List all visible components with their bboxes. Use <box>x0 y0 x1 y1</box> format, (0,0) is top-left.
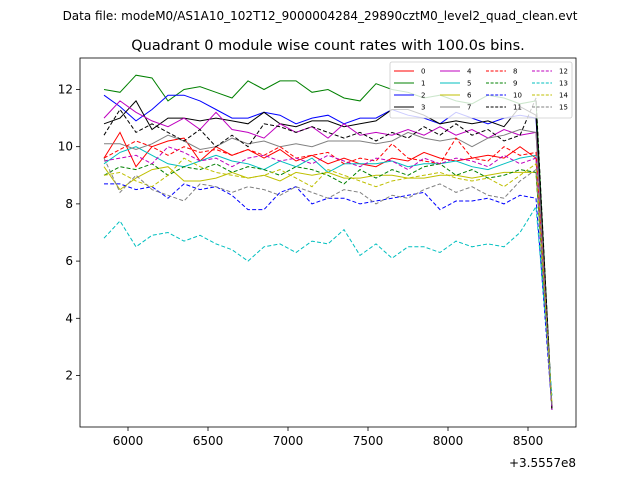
legend-label-4: 4 <box>467 68 472 76</box>
legend-label-13: 13 <box>559 80 568 88</box>
plot-area <box>80 58 576 427</box>
legend-label-9: 9 <box>513 80 517 88</box>
series-line-8 <box>103 137 553 410</box>
legend-label-0: 0 <box>421 68 425 76</box>
series-line-4 <box>103 100 553 410</box>
legend-label-15: 15 <box>559 104 568 112</box>
series-layer <box>103 74 553 410</box>
legend-label-11: 11 <box>513 104 522 112</box>
y-tick-label: 8 <box>65 197 73 211</box>
y-tick-label: 12 <box>58 82 73 96</box>
x-tick-label: 8000 <box>433 434 464 448</box>
series-line-6 <box>103 166 553 408</box>
legend-label-5: 5 <box>467 80 471 88</box>
data-file-suptitle: Data file: modeM0/AS1A10_102T12_90000042… <box>63 9 578 23</box>
legend-label-6: 6 <box>467 92 472 100</box>
series-line-3 <box>103 100 553 410</box>
legend-label-3: 3 <box>421 104 425 112</box>
series-line-10 <box>104 183 553 410</box>
x-tick-label: 7000 <box>273 434 304 448</box>
legend-label-10: 10 <box>513 92 522 100</box>
series-line-15 <box>103 157 553 408</box>
series-line-2 <box>103 94 553 410</box>
x-tick-label: 6000 <box>113 434 144 448</box>
plot-frame <box>79 57 577 428</box>
series-line-11 <box>103 97 553 410</box>
y-tick-label: 2 <box>65 369 73 383</box>
series-line-7 <box>104 128 553 410</box>
series-line-13 <box>103 205 553 396</box>
legend-label-2: 2 <box>421 92 425 100</box>
y-tick-label: 10 <box>58 140 73 154</box>
series-line-14 <box>103 157 553 405</box>
y-axis: 2 4 6 8 10 12 <box>58 82 80 383</box>
y-tick-label: 4 <box>65 311 73 325</box>
y-tick-label: 6 <box>65 254 73 268</box>
legend-box <box>389 61 573 119</box>
x-tick-label: 8500 <box>513 434 544 448</box>
series-line-9 <box>103 163 553 410</box>
chart-title: Quadrant 0 module wise count rates with … <box>131 38 525 54</box>
legend-label-7: 7 <box>467 104 471 112</box>
x-axis: 6000 6500 7000 7500 8000 8500 <box>113 427 544 448</box>
legend-label-12: 12 <box>559 68 568 76</box>
legend-label-14: 14 <box>559 92 568 100</box>
legend-label-1: 1 <box>421 80 425 88</box>
x-tick-label: 6500 <box>193 434 224 448</box>
x-tick-label: 7500 <box>353 434 384 448</box>
x-offset-label: +3.5557e8 <box>509 456 576 470</box>
legend-label-8: 8 <box>513 68 517 76</box>
